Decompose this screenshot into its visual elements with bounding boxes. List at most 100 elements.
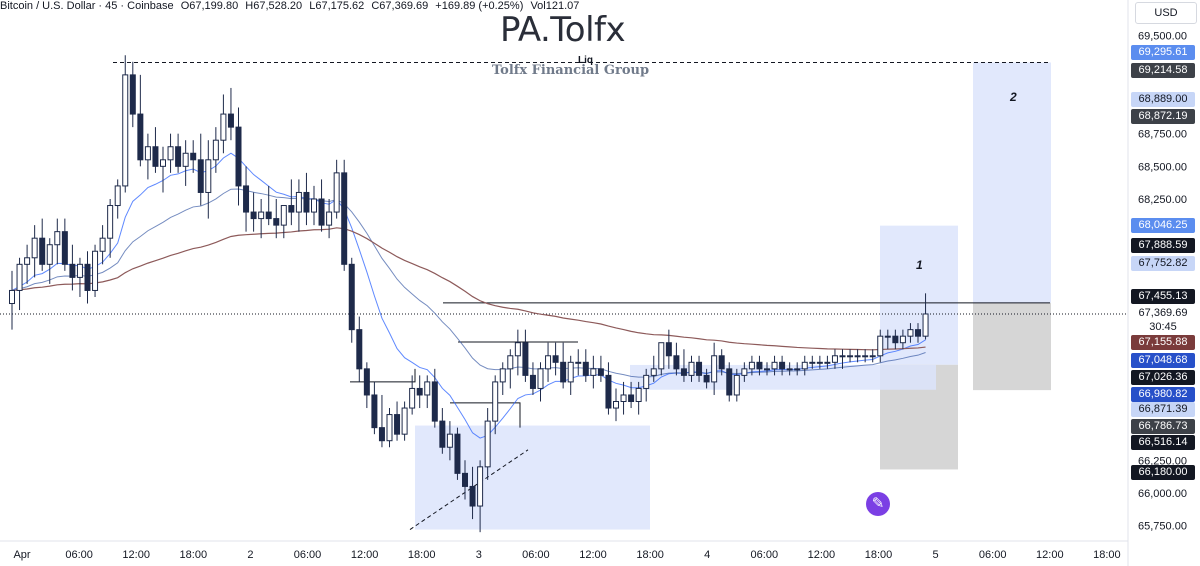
price-label: 67,369.69 <box>1131 306 1195 321</box>
tradingview-logo-icon[interactable]: ✎ <box>866 492 890 516</box>
candle <box>152 127 159 173</box>
candle-body <box>409 387 416 409</box>
candle-body <box>273 218 280 226</box>
x-tick-label: 18:00 <box>180 549 208 561</box>
zone-1-label: 1 <box>916 258 923 272</box>
candle-body <box>869 355 876 358</box>
x-tick-label: 18:00 <box>865 549 893 561</box>
candle-body <box>590 368 597 376</box>
candle-body <box>114 185 121 207</box>
candle-body <box>809 361 816 364</box>
candle <box>280 205 287 239</box>
candle-body <box>492 381 499 422</box>
candle <box>363 362 370 409</box>
candle-body <box>144 146 151 161</box>
price-label: 66,786.73 <box>1131 419 1195 434</box>
candle-body <box>582 361 589 376</box>
candle <box>378 394 385 448</box>
price-label: 68,872.19 <box>1131 109 1195 124</box>
candle <box>122 55 129 193</box>
y-tick-label: 66,000.00 <box>1138 488 1187 500</box>
candle <box>341 159 348 271</box>
candle <box>39 218 46 271</box>
price-axis-separator <box>0 0 1129 566</box>
candle <box>24 244 31 284</box>
candle <box>99 225 106 265</box>
candle-body <box>69 263 76 278</box>
candle-body <box>477 466 484 507</box>
candle-body <box>560 361 567 383</box>
candle-body <box>824 361 831 364</box>
ohlc-open: O67,199.80 <box>180 0 239 12</box>
candle-body <box>243 185 250 213</box>
candle <box>16 257 23 311</box>
candle-body <box>847 355 854 358</box>
candle <box>748 355 755 376</box>
candle-body <box>446 433 453 448</box>
candle-body <box>61 231 68 265</box>
currency-button[interactable]: USD <box>1135 2 1197 24</box>
structure-line-1 <box>350 368 416 383</box>
candle-body <box>424 381 431 396</box>
zone-2-stop <box>973 302 1051 391</box>
candle-body <box>454 433 461 474</box>
price-label: 69,295.61 <box>1131 45 1195 60</box>
candle-body <box>514 342 521 357</box>
candle <box>726 362 733 402</box>
zone-2-target <box>973 62 1051 303</box>
candle <box>907 323 914 343</box>
candle-body <box>378 427 385 442</box>
candle-body <box>167 146 174 161</box>
candle-body <box>92 250 99 291</box>
y-tick-label: 69,500.00 <box>1138 31 1187 43</box>
candle-body <box>46 244 53 265</box>
candle <box>854 349 861 363</box>
x-tick-label: 06:00 <box>294 549 322 561</box>
candle <box>243 166 250 232</box>
candle-body <box>326 211 333 226</box>
candle <box>696 355 703 382</box>
price-label: 67,026.36 <box>1131 370 1195 385</box>
candle <box>484 408 491 480</box>
candle <box>779 355 786 376</box>
candle <box>431 368 438 428</box>
candle <box>333 159 340 219</box>
candle-body <box>122 74 129 187</box>
candle <box>545 342 552 382</box>
candle <box>114 179 121 219</box>
candle-body <box>522 342 529 376</box>
x-tick-label: 18:00 <box>1093 549 1121 561</box>
price-label: 69,214.58 <box>1131 63 1195 78</box>
candle <box>84 251 91 304</box>
candle <box>492 375 499 435</box>
candle <box>733 368 740 402</box>
y-tick-label: 66,250.00 <box>1138 455 1187 467</box>
candle-body <box>227 113 234 128</box>
candle <box>628 381 635 409</box>
candle <box>190 140 197 173</box>
price-label: 66,980.82 <box>1131 387 1195 402</box>
candle-body <box>801 361 808 370</box>
x-tick-label: 06:00 <box>522 549 550 561</box>
candle <box>212 127 219 173</box>
symbol-name[interactable]: Bitcoin / U.S. Dollar · 45 · Coinbase <box>0 0 174 12</box>
candle <box>605 362 612 415</box>
candle <box>416 375 423 409</box>
candle <box>567 355 574 395</box>
candle <box>439 408 446 454</box>
candle-body <box>915 329 921 337</box>
candle-body <box>484 420 491 468</box>
candle <box>167 133 174 173</box>
ohlc-high: H67,528.20 <box>245 0 303 12</box>
candle-body <box>922 313 929 337</box>
moving-averages <box>11 152 926 439</box>
candle <box>839 349 846 369</box>
candle-body <box>295 191 302 213</box>
price-label: 67,155.88 <box>1131 335 1195 350</box>
candle <box>394 401 401 441</box>
liq-label: Liq <box>578 55 593 66</box>
candle <box>899 329 906 350</box>
candle <box>915 323 921 343</box>
candle-body <box>175 146 182 167</box>
